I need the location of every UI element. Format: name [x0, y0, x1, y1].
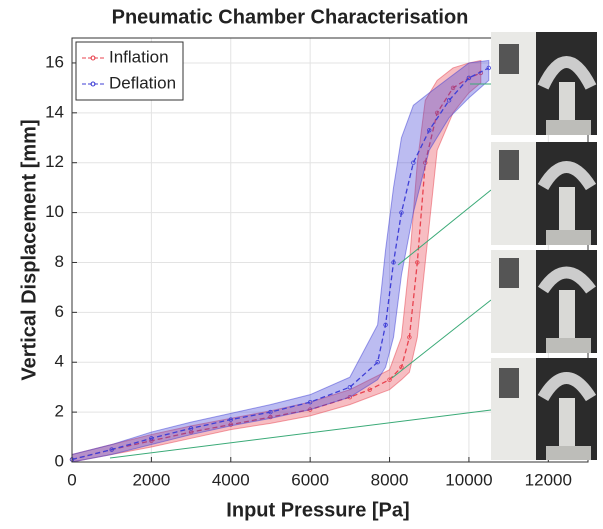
data-point — [407, 335, 412, 340]
photo — [491, 142, 597, 245]
photo — [491, 32, 597, 135]
data-point — [434, 110, 440, 116]
x-tick-label: 6000 — [291, 470, 329, 489]
data-point — [446, 98, 452, 103]
mean-line — [71, 72, 482, 461]
legend-marker — [90, 55, 96, 61]
data-point — [109, 447, 114, 452]
data-point — [268, 409, 273, 415]
data-point — [149, 436, 154, 441]
data-point — [367, 387, 372, 392]
y-tick-label: 12 — [45, 152, 64, 171]
data-point — [375, 360, 380, 365]
data-point — [383, 322, 388, 328]
data-point — [399, 365, 404, 370]
data-point — [268, 414, 273, 420]
data-point — [466, 75, 472, 81]
photos — [491, 32, 597, 460]
data-point — [450, 85, 456, 91]
mean-line — [71, 67, 490, 461]
y-tick-label: 4 — [55, 352, 64, 371]
y-tick-label: 14 — [45, 102, 64, 121]
x-tick-label: 10000 — [445, 470, 492, 489]
photo — [491, 250, 597, 353]
band — [71, 59, 490, 463]
connector-lines — [109, 83, 492, 459]
legend-label: Inflation — [109, 47, 169, 66]
y-tick-label: 2 — [55, 402, 64, 421]
photo — [491, 358, 597, 460]
x-tick-label: 4000 — [212, 470, 250, 489]
x-tick-label: 8000 — [371, 470, 409, 489]
data-point — [387, 377, 392, 382]
y-tick-label: 8 — [55, 252, 64, 271]
y-tick-label: 0 — [55, 451, 64, 470]
data-point — [427, 128, 432, 133]
data-point — [228, 422, 233, 427]
legend-marker — [90, 81, 96, 87]
data-point — [486, 65, 491, 71]
connector — [397, 189, 492, 266]
x-axis-label: Input Pressure [Pa] — [226, 499, 409, 521]
data-point — [411, 160, 416, 165]
data-point — [228, 417, 233, 422]
data-point — [347, 384, 353, 390]
data-point — [347, 394, 353, 400]
connector — [109, 409, 492, 459]
data-point — [415, 260, 420, 265]
y-tick-label: 6 — [55, 302, 64, 321]
legend-box — [75, 41, 184, 101]
x-tick-label: 2000 — [132, 470, 170, 489]
data-point — [149, 438, 154, 443]
band — [71, 59, 482, 463]
legend-label: Deflation — [109, 73, 176, 92]
x-tick-label: 0 — [67, 470, 76, 489]
data-point — [307, 399, 313, 405]
y-axis-label: Vertical Displacement [mm] — [18, 119, 40, 380]
connector — [391, 299, 492, 379]
x-tick-label: 12000 — [525, 470, 572, 489]
y-tick-label: 10 — [45, 202, 64, 221]
data-point — [188, 426, 194, 431]
data-point — [399, 210, 404, 215]
data-point — [391, 260, 396, 265]
chart-title: Pneumatic Chamber Characterisation — [112, 6, 469, 28]
y-tick-label: 16 — [45, 52, 64, 71]
